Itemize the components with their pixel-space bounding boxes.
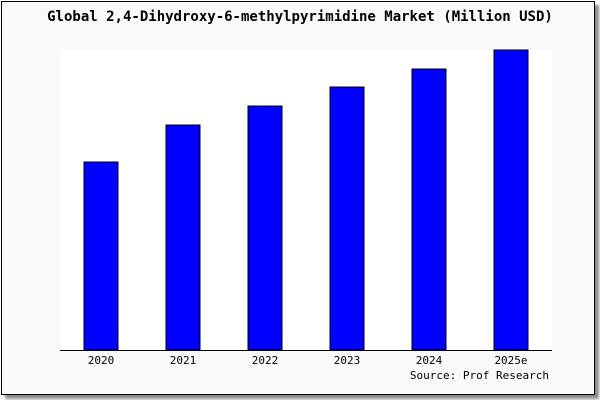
bar-2020 (83, 161, 119, 351)
bar-2022 (247, 105, 283, 351)
bar-2024 (411, 68, 447, 351)
plot-area (60, 50, 552, 350)
bar-2023 (329, 86, 365, 351)
bar-2025e (493, 49, 529, 351)
x-tick-label: 2022 (252, 354, 279, 367)
chart-title: Global 2,4-Dihydroxy-6-methylpyrimidine … (47, 9, 553, 25)
bar-2021 (165, 124, 201, 351)
source-label: Source: Prof Research (410, 369, 549, 382)
x-tick-label: 2021 (170, 354, 197, 367)
x-tick-label: 2025e (494, 354, 527, 367)
x-tick-label: 2024 (416, 354, 443, 367)
x-tick-label: 2023 (334, 354, 361, 367)
x-tick-label: 2020 (88, 354, 115, 367)
